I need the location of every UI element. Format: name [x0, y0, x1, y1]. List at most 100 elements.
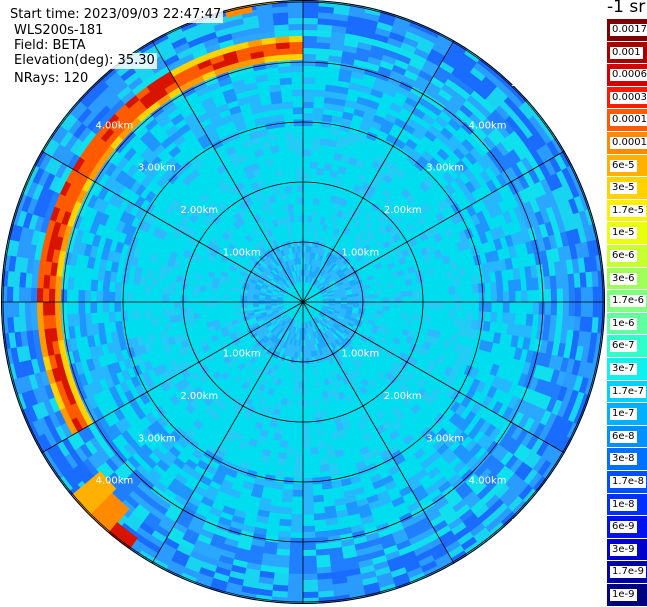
range-gate-cell	[328, 268, 335, 276]
range-gate-cell	[375, 410, 386, 420]
range-gate-cell	[259, 239, 267, 247]
range-gate-cell	[82, 130, 97, 146]
range-gate-cell	[561, 167, 575, 185]
range-gate-cell	[275, 469, 286, 478]
range-gate-cell	[266, 228, 273, 237]
azimuth-spoke	[151, 40, 304, 303]
range-gate-cell	[151, 60, 168, 74]
range-gate-cell	[455, 108, 470, 123]
range-gate-cell	[287, 11, 304, 19]
range-gate-cell	[137, 159, 151, 173]
range-gate-cell	[138, 499, 154, 513]
range-gate-cell	[478, 467, 493, 483]
range-gate-cell	[342, 339, 350, 347]
range-gate-cell	[362, 244, 371, 252]
range-gate-cell	[285, 349, 291, 357]
range-gate-cell	[104, 375, 115, 389]
range-gate-cell	[235, 311, 243, 317]
range-gate-cell	[282, 101, 294, 110]
range-gate-cell	[414, 489, 429, 502]
range-gate-cell	[262, 270, 269, 277]
range-gate-cell	[349, 267, 358, 275]
range-gate-cell	[556, 202, 569, 219]
range-gate-cell	[398, 382, 408, 393]
range-gate-cell	[398, 47, 415, 60]
range-gate-cell	[258, 294, 266, 299]
range-gate-cell	[311, 264, 315, 272]
range-gate-cell	[272, 584, 289, 593]
range-gate-cell	[169, 315, 177, 324]
range-gate-cell	[573, 195, 586, 213]
range-gate-cell	[549, 314, 558, 329]
range-gate-cell	[345, 311, 353, 316]
range-gate-cell	[270, 96, 283, 105]
range-gate-cell	[262, 327, 269, 334]
range-gate-cell	[439, 60, 455, 75]
range-gate-cell	[62, 224, 73, 240]
range-gate-cell	[374, 27, 392, 38]
range-gate-cell	[482, 272, 491, 284]
range-gate-cell	[228, 67, 243, 78]
range-gate-cell	[529, 183, 542, 199]
range-gate-cell	[573, 391, 586, 409]
range-gate-cell	[194, 578, 212, 590]
range-gate-cell	[322, 296, 330, 299]
range-gate-cell	[382, 302, 390, 307]
site-label: WLS200s-181	[12, 23, 106, 39]
range-gate-cell	[54, 162, 68, 179]
range-gate-cell	[495, 447, 509, 463]
range-gate-cell	[310, 350, 315, 358]
range-gate-cell	[327, 60, 342, 69]
range-gate-cell	[276, 332, 283, 340]
range-gate-cell	[328, 541, 342, 550]
range-gate-cell	[529, 390, 541, 406]
range-gate-cell	[403, 69, 419, 82]
range-gate-cell	[33, 372, 45, 389]
range-gate-cell	[187, 69, 203, 82]
range-gate-cell	[379, 9, 397, 21]
range-gate-cell	[320, 249, 327, 257]
range-gate-cell	[315, 349, 321, 357]
range-gate-cell	[561, 274, 570, 289]
range-gate-cell	[315, 53, 330, 62]
range-gate-cell	[327, 139, 338, 148]
range-gate-cell	[420, 457, 434, 470]
range-gate-cell	[461, 238, 472, 250]
range-gate-cell	[507, 245, 517, 259]
range-gate-cell	[583, 331, 593, 348]
range-gate-cell	[348, 332, 356, 339]
range-gate-cell	[326, 330, 333, 337]
range-gate-cell	[104, 113, 120, 129]
range-gate-cell	[424, 86, 439, 100]
range-gate-cell	[97, 199, 109, 214]
range-gate-cell	[251, 276, 259, 282]
range-gate-cell	[298, 321, 301, 329]
range-gate-cell	[306, 339, 310, 347]
range-gate-cell	[324, 324, 331, 331]
range-gate-cell	[340, 477, 352, 487]
range-gate-cell	[416, 42, 433, 55]
range-gate-cell	[314, 265, 319, 273]
range-gate-cell	[276, 303, 284, 305]
range-gate-cell	[287, 259, 292, 267]
range-gate-cell	[486, 475, 502, 491]
range-gate-cell	[368, 499, 382, 510]
range-gate-cell	[288, 573, 303, 581]
range-gate-cell	[452, 147, 466, 161]
range-gate-cell	[278, 310, 286, 315]
range-gate-cell	[258, 303, 266, 307]
range-gate-cell	[270, 306, 278, 309]
range-gate-cell	[326, 322, 333, 328]
range-gate-cell	[340, 302, 348, 305]
range-gate-cell	[408, 572, 427, 585]
range-gate-cell	[254, 337, 262, 344]
range-ring-label: 4.00km	[96, 120, 134, 131]
range-gate-cell	[418, 521, 434, 535]
range-gate-cell	[276, 281, 283, 287]
range-gate-cell	[551, 188, 564, 205]
range-gate-cell	[323, 353, 329, 361]
range-gate-cell	[303, 113, 314, 121]
range-gate-cell	[421, 113, 436, 126]
range-gate-cell	[108, 192, 120, 206]
range-gate-cell	[427, 358, 437, 369]
